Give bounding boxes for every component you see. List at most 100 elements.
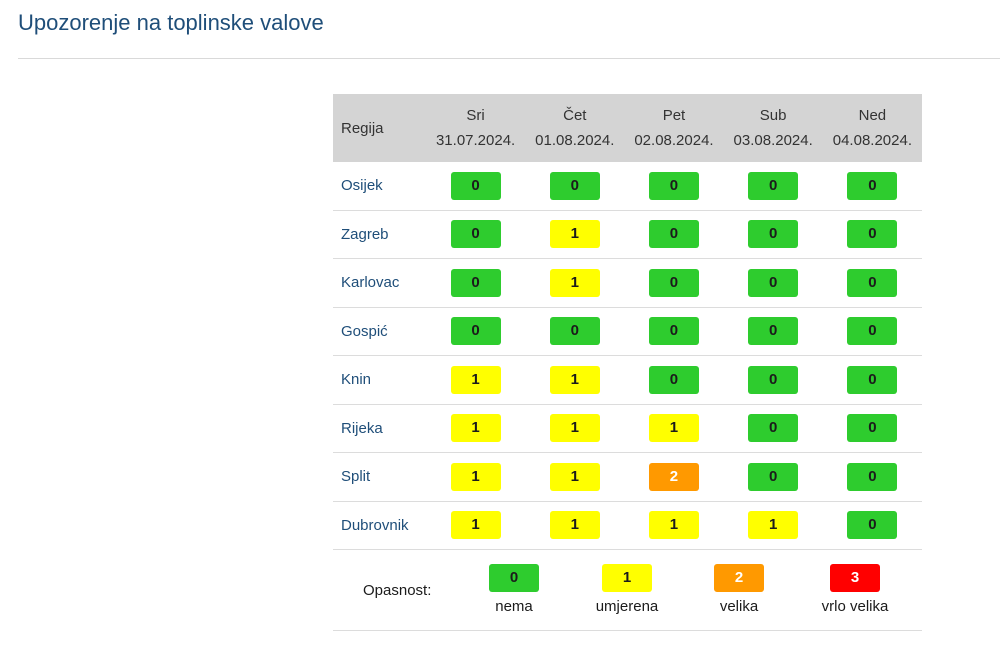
region-cell: Karlovac bbox=[333, 258, 426, 308]
level-badge: 0 bbox=[748, 365, 799, 394]
level-badge: 1 bbox=[450, 511, 501, 540]
table-row: Karlovac 0 1 0 0 0 bbox=[333, 258, 922, 308]
level-badge: 2 bbox=[714, 564, 764, 592]
level-badge: 1 bbox=[450, 414, 501, 443]
level-badge: 0 bbox=[748, 171, 799, 200]
table-header-row: Regija Sri 31.07.2024. Čet 01.08.2024. Pet… bbox=[333, 94, 922, 162]
region-link[interactable]: Dubrovnik bbox=[341, 516, 409, 534]
level-cell: 0 bbox=[822, 501, 922, 550]
legend-cell: Opasnost: 0 nema 1 umjerena 2 velika 3 bbox=[333, 549, 922, 631]
level-badge: 0 bbox=[450, 171, 501, 200]
level-badge: 0 bbox=[648, 220, 699, 249]
day-name: Čet bbox=[563, 107, 587, 124]
table-row: Osijek 0 0 0 0 0 bbox=[333, 162, 922, 211]
level-badge: 1 bbox=[549, 462, 600, 491]
level-cell: 0 bbox=[822, 258, 922, 308]
level-badge: 0 bbox=[648, 268, 699, 297]
level-cell: 0 bbox=[723, 404, 823, 453]
level-badge: 2 bbox=[648, 462, 699, 491]
region-cell: Dubrovnik bbox=[333, 501, 426, 550]
level-badge: 0 bbox=[648, 365, 699, 394]
level-badge: 1 bbox=[450, 462, 501, 491]
level-cell: 1 bbox=[624, 404, 724, 453]
level-cell: 1 bbox=[525, 355, 625, 405]
level-badge: 1 bbox=[549, 414, 600, 443]
level-badge: 0 bbox=[648, 317, 699, 346]
region-cell: Osijek bbox=[333, 162, 426, 211]
heatwave-warning-table: Regija Sri 31.07.2024. Čet 01.08.2024. Pet… bbox=[333, 94, 922, 631]
level-badge: 0 bbox=[847, 317, 898, 346]
level-cell: 1 bbox=[624, 501, 724, 550]
table-row: Rijeka 1 1 1 0 0 bbox=[333, 404, 922, 453]
region-cell: Knin bbox=[333, 355, 426, 405]
table-row: Knin 1 1 0 0 0 bbox=[333, 355, 922, 405]
level-cell: 0 bbox=[525, 162, 625, 211]
level-cell: 0 bbox=[723, 258, 823, 308]
level-badge: 3 bbox=[830, 564, 880, 592]
day-date: 31.07.2024. bbox=[435, 132, 516, 149]
level-badge: 1 bbox=[450, 365, 501, 394]
day-column-header: Ned 04.08.2024. bbox=[823, 94, 922, 162]
level-badge: 0 bbox=[847, 511, 898, 540]
region-link[interactable]: Karlovac bbox=[341, 274, 400, 292]
table-row: Zagreb 0 1 0 0 0 bbox=[333, 210, 922, 259]
level-badge: 1 bbox=[549, 220, 600, 249]
level-cell: 1 bbox=[426, 355, 526, 405]
level-cell: 1 bbox=[525, 501, 625, 550]
level-cell: 0 bbox=[525, 307, 625, 356]
level-badge: 1 bbox=[549, 365, 600, 394]
level-badge: 1 bbox=[648, 414, 699, 443]
level-cell: 0 bbox=[822, 404, 922, 453]
level-badge: 0 bbox=[847, 414, 898, 443]
region-link[interactable]: Zagreb bbox=[341, 225, 389, 243]
day-date: 04.08.2024. bbox=[832, 132, 912, 149]
level-cell: 0 bbox=[624, 307, 724, 356]
danger-legend: Opasnost: 0 nema 1 umjerena 2 velika 3 bbox=[333, 550, 922, 630]
level-cell: 0 bbox=[822, 162, 922, 211]
day-column-header: Sri 31.07.2024. bbox=[426, 94, 525, 162]
level-cell: 0 bbox=[723, 452, 823, 502]
legend-text: nema bbox=[495, 598, 533, 615]
legend-text: velika bbox=[719, 598, 759, 615]
day-name: Pet bbox=[662, 107, 686, 124]
level-badge: 1 bbox=[748, 511, 799, 540]
level-cell: 0 bbox=[624, 258, 724, 308]
level-cell: 1 bbox=[426, 452, 526, 502]
level-cell: 0 bbox=[624, 355, 724, 405]
day-column-header: Pet 02.08.2024. bbox=[624, 94, 723, 162]
region-cell: Zagreb bbox=[333, 210, 426, 259]
level-badge: 0 bbox=[847, 462, 898, 491]
legend-item-high: 2 velika bbox=[689, 564, 789, 615]
region-link[interactable]: Rijeka bbox=[341, 419, 383, 437]
day-name: Sri bbox=[466, 107, 485, 124]
legend-item-moderate: 1 umjerena bbox=[577, 564, 677, 615]
day-column-header: Čet 01.08.2024. bbox=[525, 94, 624, 162]
level-cell: 0 bbox=[426, 162, 526, 211]
level-badge: 0 bbox=[648, 171, 699, 200]
level-badge: 0 bbox=[748, 462, 799, 491]
legend-item-none: 0 nema bbox=[464, 564, 564, 615]
level-badge: 0 bbox=[748, 268, 799, 297]
table-row: Split 1 1 2 0 0 bbox=[333, 452, 922, 502]
level-cell: 0 bbox=[426, 258, 526, 308]
title-divider bbox=[18, 58, 1000, 59]
level-cell: 0 bbox=[723, 162, 823, 211]
level-badge: 0 bbox=[748, 317, 799, 346]
region-link[interactable]: Osijek bbox=[341, 177, 383, 195]
legend-text: umjerena bbox=[595, 598, 659, 615]
level-cell: 1 bbox=[525, 404, 625, 453]
level-cell: 1 bbox=[426, 501, 526, 550]
legend-label: Opasnost: bbox=[363, 582, 432, 599]
level-badge: 0 bbox=[549, 171, 600, 200]
legend-row: Opasnost: 0 nema 1 umjerena 2 velika 3 bbox=[333, 549, 922, 631]
region-link[interactable]: Knin bbox=[341, 371, 372, 389]
region-link[interactable]: Gospić bbox=[341, 322, 388, 340]
legend-text: vrlo velika bbox=[821, 598, 889, 615]
region-link[interactable]: Split bbox=[341, 468, 371, 486]
level-cell: 2 bbox=[624, 452, 724, 502]
level-cell: 0 bbox=[822, 307, 922, 356]
level-badge: 0 bbox=[847, 171, 898, 200]
level-badge: 1 bbox=[549, 511, 600, 540]
level-badge: 1 bbox=[602, 564, 652, 592]
level-cell: 0 bbox=[624, 210, 724, 259]
